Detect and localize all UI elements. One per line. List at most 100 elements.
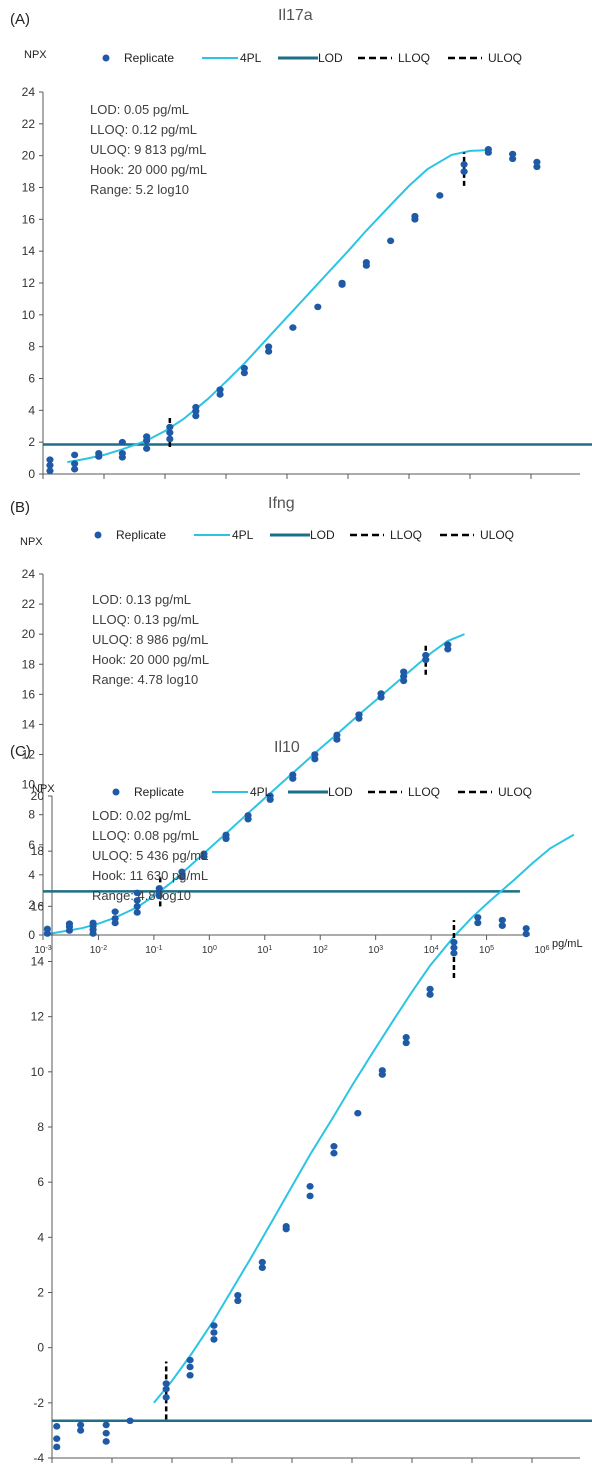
replicate-point (166, 423, 174, 431)
replicate-point (71, 451, 79, 459)
legend-uloq-label: ULOQ (488, 51, 522, 65)
annotation-line: Range: 5.2 log10 (90, 182, 189, 197)
y-axis-label: NPX (24, 49, 47, 61)
replicate-point (166, 429, 174, 436)
legend-replicate-label: Replicate (134, 785, 184, 799)
y-tick-label: 2 (37, 1286, 44, 1300)
annotation-line: LOD: 0.02 pg/mL (92, 808, 191, 823)
replicate-point (306, 1192, 314, 1200)
annotation-line: ULOQ: 8 986 pg/mL (92, 632, 208, 647)
x-tick-label: 105 (479, 945, 494, 957)
replicate-point (178, 868, 186, 876)
x-tick-label: 103 (368, 945, 383, 957)
replicate-point (178, 873, 186, 881)
y-tick-label: 18 (31, 844, 45, 858)
x-tick-label: 10-1 (145, 945, 162, 957)
replicate-point (444, 641, 452, 648)
replicate-point (330, 1143, 338, 1150)
y-tick-label: 4 (28, 868, 35, 882)
replicate-point (53, 1435, 61, 1442)
replicate-point (43, 930, 51, 937)
y-tick-label: 18 (22, 181, 36, 195)
y-tick-label: 12 (22, 276, 36, 290)
y-tick-label: 14 (22, 717, 36, 731)
legend-replicate-marker (102, 54, 110, 62)
y-tick-label: 0 (37, 1341, 44, 1355)
replicate-point (311, 751, 319, 758)
annotation-line: Hook: 11 630 pg/mL (92, 868, 208, 883)
y-tick-label: 10 (22, 778, 36, 792)
replicate-point (533, 158, 541, 166)
annotation-line: ULOQ: 5 436 pg/mL (92, 848, 208, 863)
legend-lod-label: LOD (310, 528, 335, 542)
panel-label: (B) (10, 499, 30, 516)
replicate-point (192, 403, 200, 411)
replicate-point (258, 1258, 266, 1266)
replicate-point (460, 168, 468, 175)
replicate-point (162, 1380, 170, 1387)
replicate-point (265, 343, 273, 350)
replicate-point (77, 1421, 85, 1429)
x-tick-label: 106 (534, 945, 549, 957)
replicate-point (422, 651, 430, 659)
x-tick-label: 100 (202, 945, 217, 957)
replicate-point (53, 1422, 61, 1430)
replicate-point (338, 279, 346, 287)
y-tick-label: 18 (22, 657, 36, 671)
legend-4pl-label: 4PL (250, 785, 272, 799)
replicate-point (65, 920, 74, 928)
replicate-point (102, 1438, 110, 1445)
annotation-line: LOD: 0.05 pg/mL (90, 102, 189, 117)
annotation-block: LOD: 0.02 pg/mL LLOQ: 0.08 pg/mL ULOQ: 5 4… (92, 808, 208, 903)
legend-replicate-marker (94, 531, 102, 539)
replicate-point (282, 1223, 290, 1230)
x-tick-label: 101 (257, 945, 272, 957)
x-axis-label: pg/mL (552, 938, 583, 950)
y-tick-label: 6 (37, 1175, 44, 1189)
annotation-line: LLOQ: 0.12 pg/mL (90, 122, 197, 137)
replicate-point (509, 155, 517, 163)
replicate-point (216, 391, 224, 398)
replicate-point (71, 460, 79, 467)
y-tick-label: 6 (28, 838, 35, 852)
replicate-point (474, 919, 482, 927)
replicate-point (387, 237, 395, 245)
legend-4pl-label: 4PL (232, 528, 254, 542)
replicate-point (444, 645, 452, 653)
replicate-point (234, 1291, 242, 1299)
y-tick-label: 12 (31, 1010, 45, 1024)
replicate-point (143, 445, 151, 452)
replicate-point (426, 991, 434, 998)
x-tick-label: 10-2 (90, 945, 107, 957)
replicate-point (311, 755, 319, 763)
legend: Replicate 4PL LOD LLOQ ULOQ (94, 528, 514, 542)
y-tick-label: 22 (22, 597, 36, 611)
legend-replicate-marker (112, 788, 120, 796)
replicate-point (102, 1421, 110, 1429)
replicate-points (46, 146, 541, 475)
y-tick-label: 0 (28, 467, 35, 481)
replicate-point (498, 916, 506, 924)
y-axis-label: NPX (20, 536, 43, 548)
y-tick-label: 0 (28, 928, 35, 942)
annotation-line: ULOQ: 9 813 pg/mL (90, 142, 206, 157)
y-tick-label: 4 (37, 1230, 44, 1244)
annotation-line: Range: 4.8 log10 (92, 888, 191, 903)
legend-uloq-label: ULOQ (480, 528, 514, 542)
replicate-point (450, 944, 458, 952)
y-tick-label: 10 (22, 308, 36, 322)
replicate-point (314, 303, 322, 311)
replicate-point (333, 736, 341, 743)
fit-curve-4pl (67, 149, 489, 464)
y-tick-label: 14 (31, 955, 45, 969)
legend-lloq-label: LLOQ (398, 51, 430, 65)
annotation-line: Hook: 20 000 pg/mL (90, 162, 207, 177)
legend-replicate-label: Replicate (124, 51, 174, 65)
replicate-point (133, 897, 141, 904)
y-tick-label: 2 (28, 435, 35, 449)
